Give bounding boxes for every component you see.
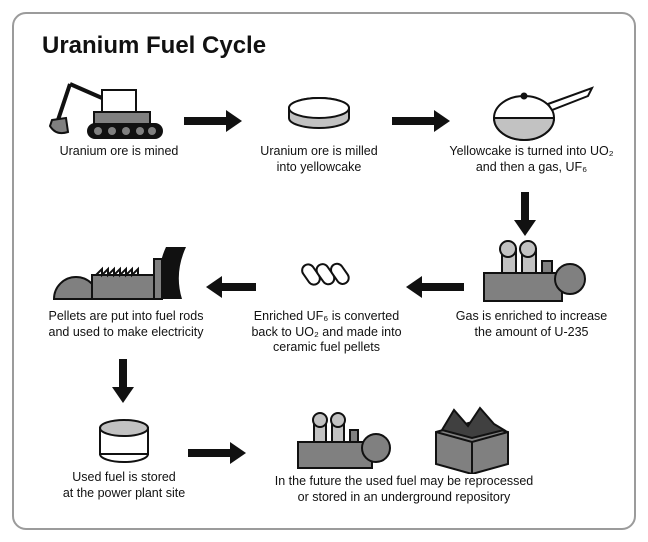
arrow-storage-future <box>188 442 246 464</box>
stage-enrich: Gas is enriched to increase the amount o… <box>444 239 619 340</box>
excavator-icon <box>44 76 174 144</box>
arrow-mill-convert <box>392 110 450 132</box>
caption-convert: Yellowcake is turned into UO₂ and then a… <box>444 144 619 175</box>
stage-mine: Uranium ore is mined <box>44 76 194 160</box>
arrow-mine-mill <box>184 110 242 132</box>
diagram-title: Uranium Fuel Cycle <box>42 32 266 60</box>
stage-convert: Yellowcake is turned into UO₂ and then a… <box>444 76 619 175</box>
power-plant-icon <box>36 239 216 309</box>
caption-plant: Pellets are put into fuel rods and used … <box>36 309 216 340</box>
yellowcake-disc-icon <box>244 76 394 144</box>
arrow-convert-enrich <box>514 192 536 236</box>
arrow-enrich-pellets <box>406 276 464 298</box>
stage-storage: Used fuel is stored at the power plant s… <box>44 404 204 501</box>
pellets-icon <box>244 239 409 309</box>
stage-pellets: Enriched UF₆ is converted back to UO₂ an… <box>244 239 409 356</box>
stage-mill: Uranium ore is milled into yellowcake <box>244 76 394 175</box>
caption-enrich: Gas is enriched to increase the amount o… <box>444 309 619 340</box>
reprocessing-plant-icon <box>288 408 398 474</box>
storage-drum-icon <box>44 404 204 470</box>
caption-future: In the future the used fuel may be repro… <box>244 474 564 505</box>
arrow-pellets-plant <box>206 276 256 298</box>
repository-box-icon <box>424 404 520 474</box>
stage-future: In the future the used fuel may be repro… <box>244 404 564 505</box>
caption-pellets: Enriched UF₆ is converted back to UO₂ an… <box>244 309 409 356</box>
diagram-card: Uranium Fuel Cycle Uranium ore is mined <box>12 12 636 530</box>
flask-icon <box>444 76 619 144</box>
enrichment-plant-icon <box>444 239 619 309</box>
caption-storage: Used fuel is stored at the power plant s… <box>44 470 204 501</box>
caption-mine: Uranium ore is mined <box>44 144 194 160</box>
caption-mill: Uranium ore is milled into yellowcake <box>244 144 394 175</box>
arrow-plant-storage <box>112 359 134 403</box>
stage-plant: Pellets are put into fuel rods and used … <box>36 239 216 340</box>
